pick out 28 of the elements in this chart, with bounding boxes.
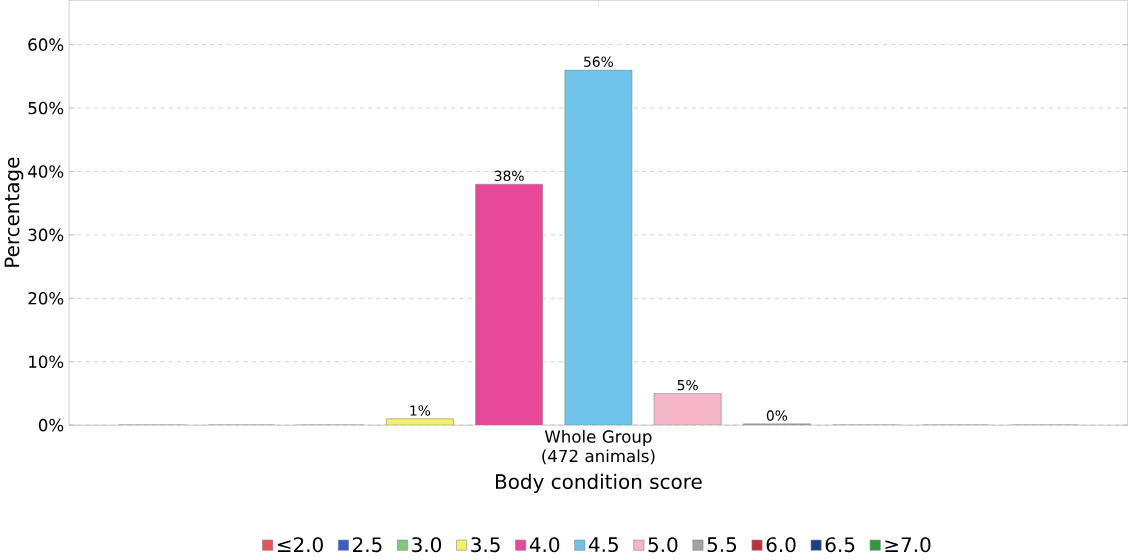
bar xyxy=(653,393,722,426)
legend-label: 2.5 xyxy=(353,537,382,553)
legend-label: 6.5 xyxy=(825,537,855,553)
legend-label: ≤2.0 xyxy=(277,537,323,553)
x-tick-label: Whole Group (472 animals) xyxy=(542,430,655,465)
y-tick-label: 0% xyxy=(38,419,64,432)
legend-label: 3.0 xyxy=(412,537,442,553)
legend-label: ≥7.0 xyxy=(885,537,931,553)
y-tick-label: 40% xyxy=(28,165,64,178)
data-label: 5% xyxy=(677,380,698,391)
legend-label: 4.5 xyxy=(588,537,618,553)
legend-label: 6.0 xyxy=(766,537,796,553)
y-tick-label: 20% xyxy=(28,292,64,305)
y-tick-label: 50% xyxy=(28,102,64,115)
y-tick-label: 10% xyxy=(29,355,64,369)
data-label: 0% xyxy=(766,410,788,422)
y-axis-title: Percentage xyxy=(4,157,24,268)
legend-label: 5.0 xyxy=(648,537,678,553)
y-tick-label: 60% xyxy=(28,38,64,52)
data-label: 56% xyxy=(584,56,614,68)
data-label: 38% xyxy=(494,170,524,182)
y-tick-label: 30% xyxy=(28,228,64,242)
legend-label: 3.5 xyxy=(471,537,500,553)
legend-label: 5.5 xyxy=(707,537,737,553)
x-axis-title: Body condition score xyxy=(496,473,702,494)
legend-label: 4.0 xyxy=(529,537,560,553)
data-label: 1% xyxy=(410,405,431,416)
bar xyxy=(475,184,543,426)
